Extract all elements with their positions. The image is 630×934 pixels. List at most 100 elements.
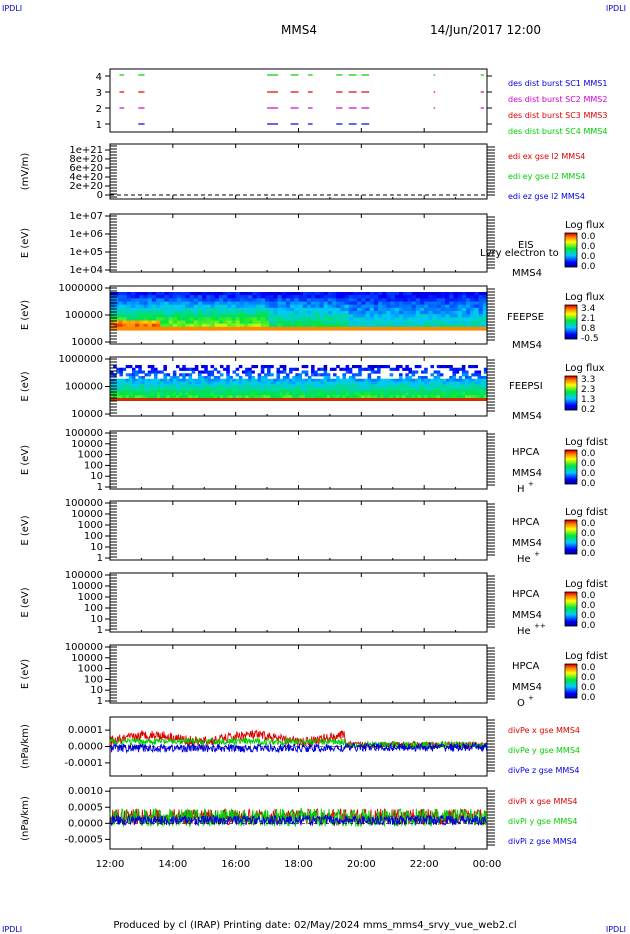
spectrogram-cell [477, 378, 482, 382]
hpca-he1-right-ticks [487, 503, 495, 556]
spectrogram-cell [474, 326, 480, 331]
spectrogram-cell [358, 370, 362, 374]
spectrogram-cell [465, 389, 469, 393]
spectrogram-cell [345, 381, 350, 385]
spectrogram-cell [357, 301, 362, 306]
spectrogram-cell [399, 326, 404, 331]
spectrogram-cell [436, 373, 441, 377]
spectrogram-cell [323, 392, 328, 396]
colorbar-cell [565, 242, 577, 244]
spectrogram-cell [175, 365, 180, 369]
spectrogram-cell [478, 317, 484, 322]
spectrogram-cell [166, 373, 171, 377]
spectrogram-cell [390, 314, 396, 318]
spectrogram-cell [244, 301, 249, 306]
spectrogram-cell [461, 378, 466, 382]
spectrogram-cell [336, 323, 341, 328]
spectrogram-cell [256, 292, 262, 296]
spectrogram-cell [357, 326, 362, 331]
spectrogram-cell [419, 311, 425, 315]
spectrogram-cell [163, 392, 167, 396]
spectrogram-cell [163, 373, 167, 377]
spectrogram-cell [457, 320, 463, 325]
spectrogram-cell [218, 298, 224, 303]
colorbar-cell [565, 611, 577, 613]
spectrogram-cell [461, 298, 467, 303]
spectrogram-cell [415, 292, 421, 296]
spectrogram-cell [285, 389, 290, 393]
spectrogram-cell [323, 320, 329, 325]
spectrogram-cell [470, 317, 476, 322]
spectrogram-cell [453, 295, 459, 299]
spectrogram-cell [193, 292, 199, 296]
spectrogram-cell [477, 381, 482, 385]
spectrogram-cell [181, 317, 186, 322]
colorbar-cell [565, 463, 577, 465]
spectrogram-cell [449, 378, 453, 382]
hpca-o-x-ticks [109, 645, 488, 703]
spectrogram-cell [218, 326, 224, 331]
spectrogram-cell [461, 395, 466, 399]
spectrogram-cell [223, 389, 227, 393]
spectrogram-cell [135, 395, 139, 399]
spectrogram-cell [214, 301, 220, 306]
colorbar-cell [565, 326, 577, 328]
spectrogram-cell [474, 389, 478, 393]
spectrogram-cell [125, 365, 130, 369]
spectrogram-cell [395, 384, 400, 388]
spectrogram-cell [260, 295, 266, 299]
spectrogram-cell [256, 317, 262, 322]
spectrogram-cell [336, 381, 340, 385]
spectrogram-cell [474, 314, 480, 318]
spectrogram-cell [169, 392, 174, 396]
spectrogram-cell [163, 387, 167, 391]
x-tick-label: 00:00 [473, 859, 502, 870]
colorbar-cell [565, 313, 577, 315]
spectrogram-cell [189, 292, 195, 296]
spectrogram-cell [130, 292, 136, 296]
spectrogram-cell [455, 392, 460, 396]
colorbar-cell [565, 394, 577, 396]
spectrogram-cell [135, 392, 139, 396]
spectrogram-cell [269, 307, 274, 312]
spectrogram-cell [238, 392, 243, 396]
spectrogram-cell [214, 323, 220, 328]
spectrogram-cell [164, 292, 170, 296]
spectrogram-cell [411, 317, 417, 322]
spectrogram-cell [110, 323, 115, 328]
spectrogram-cell [251, 370, 255, 374]
spectrogram-cell [113, 389, 117, 393]
legend-entry: des dist burst SC3 MMS3 [508, 111, 607, 120]
spectrogram-cell [232, 387, 237, 391]
spectrogram-cell [207, 370, 211, 374]
spectrogram-cell [403, 314, 409, 318]
spectrogram-cell [229, 384, 233, 388]
spectrogram-cell [189, 304, 195, 309]
colorbar-cell [565, 406, 577, 408]
legend-entry: divPe y gse MMS4 [508, 746, 580, 755]
spectrogram-cell [285, 376, 290, 380]
spectrogram-cell [394, 301, 400, 306]
spectrogram-cell [114, 326, 119, 331]
colorbar-cell [565, 594, 577, 596]
spectrogram-cell [295, 373, 299, 377]
spectrogram-cell [160, 381, 164, 385]
spectrogram-cell [417, 395, 422, 399]
spectrogram-cell [432, 295, 438, 299]
spectrogram-cell [433, 387, 438, 391]
hpca-o-species-label: O [517, 698, 525, 709]
spectrogram-cell [227, 295, 233, 299]
colorbar-cell [565, 404, 577, 406]
spectrogram-cell [340, 304, 346, 309]
corner-label-tl: IPDLI [2, 4, 23, 13]
spectrogram-cell [273, 307, 279, 312]
spectrogram-cell [130, 301, 136, 306]
spectrogram-cell [323, 381, 328, 385]
spectrogram-cell [282, 392, 287, 396]
spectrogram-cell [453, 323, 459, 328]
spectrogram-cell [156, 326, 161, 331]
spectrogram-cell [257, 373, 262, 377]
spectrogram-cell [314, 378, 318, 382]
spectrogram-cell [373, 389, 378, 393]
spectrogram-cell [294, 314, 300, 318]
